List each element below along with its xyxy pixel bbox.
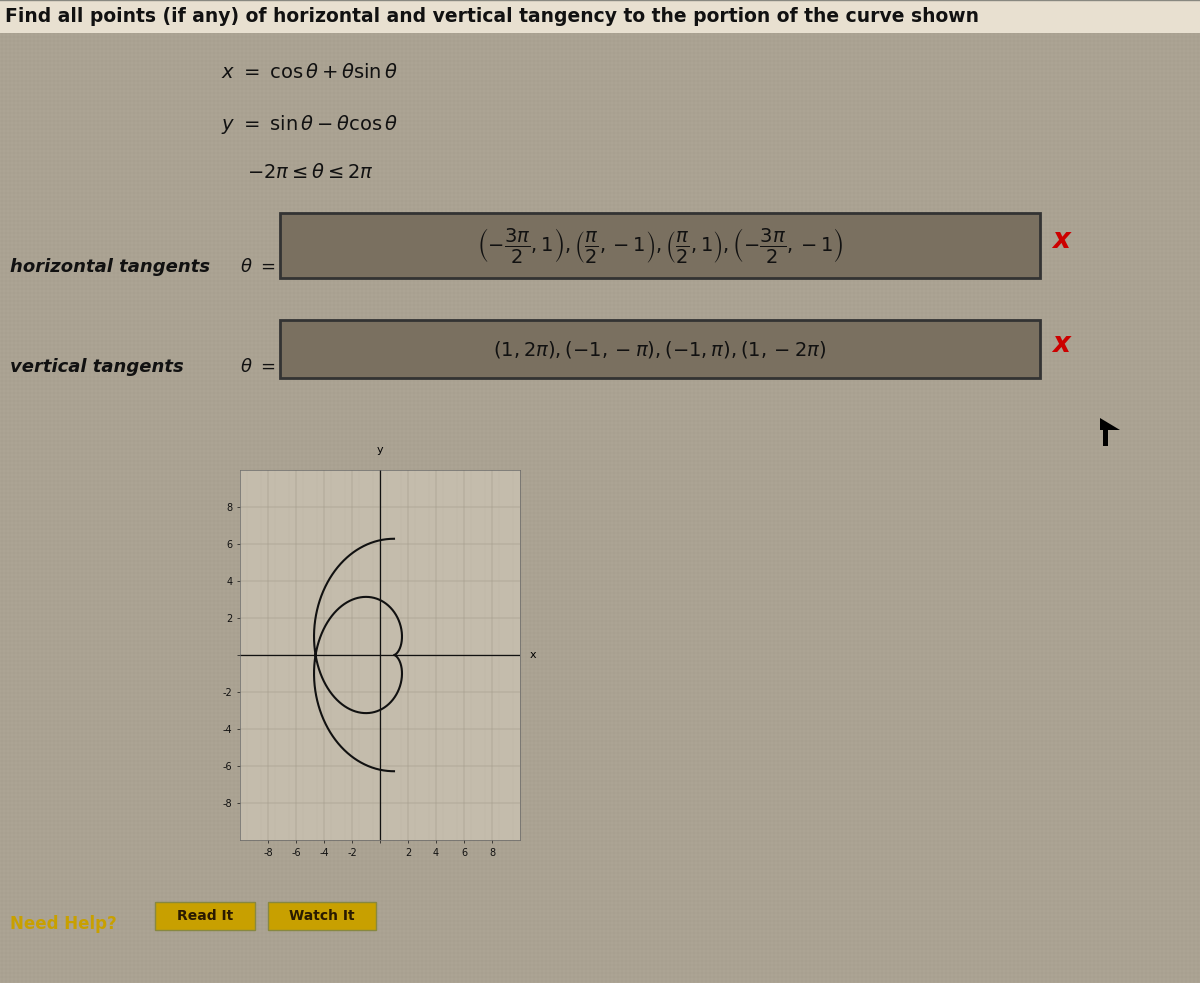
Bar <box>155 902 256 930</box>
Polygon shape <box>1100 418 1120 446</box>
Text: $\left(-\dfrac{3\pi}{2},1\right),\left(\dfrac{\pi}{2},-1\right),\left(\dfrac{\pi: $\left(-\dfrac{3\pi}{2},1\right),\left(\… <box>476 226 844 265</box>
Text: $\theta\ =$: $\theta\ =$ <box>240 258 276 276</box>
Text: vertical tangents: vertical tangents <box>10 358 184 376</box>
Bar <box>280 320 1040 378</box>
Bar <box>0 0 1200 33</box>
Bar <box>268 902 376 930</box>
Text: x: x <box>530 650 536 660</box>
Text: Need Help?: Need Help? <box>10 915 116 933</box>
Text: $\left(1,2\pi\right),\left(-1,-\pi\right),\left(-1,\pi\right),\left(1,-2\pi\righ: $\left(1,2\pi\right),\left(-1,-\pi\right… <box>493 338 827 360</box>
Text: x: x <box>1052 330 1070 358</box>
Text: $y\ =\ \sin\theta - \theta\cos\theta$: $y\ =\ \sin\theta - \theta\cos\theta$ <box>222 113 398 136</box>
Text: x: x <box>1052 226 1070 255</box>
Text: horizontal tangents: horizontal tangents <box>10 258 210 276</box>
Text: Read It: Read It <box>176 909 233 923</box>
Text: y: y <box>377 445 383 455</box>
Text: Find all points (if any) of horizontal and vertical tangency to the portion of t: Find all points (if any) of horizontal a… <box>5 8 979 27</box>
Bar <box>280 213 1040 278</box>
Text: $-2\pi \leq \theta \leq 2\pi$: $-2\pi \leq \theta \leq 2\pi$ <box>247 163 373 182</box>
Text: $\theta\ =$: $\theta\ =$ <box>240 358 276 376</box>
Text: Watch It: Watch It <box>289 909 355 923</box>
Text: $x\ =\ \cos\theta + \theta\sin\theta$: $x\ =\ \cos\theta + \theta\sin\theta$ <box>222 63 398 82</box>
